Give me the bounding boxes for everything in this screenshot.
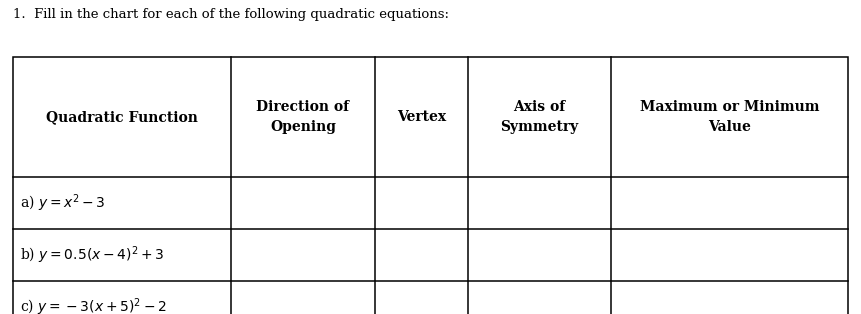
Text: Vertex: Vertex [397, 110, 446, 124]
Text: Quadratic Function: Quadratic Function [46, 110, 198, 124]
Text: c) $\mathit{y} = -3(x+5)^2 - 2$: c) $\mathit{y} = -3(x+5)^2 - 2$ [20, 296, 166, 314]
Text: a) $\mathit{y} = x^2 - 3$: a) $\mathit{y} = x^2 - 3$ [20, 192, 105, 214]
Text: Axis of
Symmetry: Axis of Symmetry [500, 100, 579, 134]
Text: Maximum or Minimum
Value: Maximum or Minimum Value [640, 100, 820, 134]
Text: Direction of
Opening: Direction of Opening [257, 100, 350, 134]
Text: 1.  Fill in the chart for each of the following quadratic equations:: 1. Fill in the chart for each of the fol… [13, 8, 449, 21]
Bar [13, 57, 848, 314]
Text: b) $\mathit{y} = 0.5(x-4)^2 + 3$: b) $\mathit{y} = 0.5(x-4)^2 + 3$ [20, 244, 164, 266]
